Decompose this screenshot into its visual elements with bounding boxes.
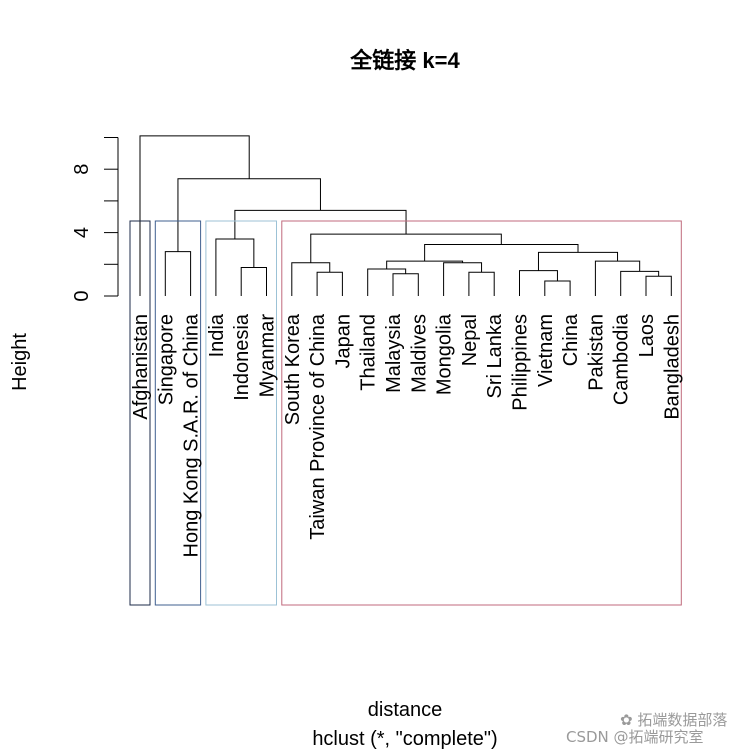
y-tick-label: 4	[71, 227, 93, 238]
y-axis-label: Height	[9, 333, 31, 391]
leaf-label: Philippines	[510, 314, 532, 411]
dendrogram-links	[139, 135, 672, 296]
dendrogram-branch	[367, 268, 407, 296]
cluster-box	[205, 220, 277, 606]
dendrogram-branch	[291, 262, 331, 296]
dendrogram-branch	[645, 275, 672, 296]
cluster-box	[281, 220, 682, 606]
dendrogram-branch	[620, 270, 660, 296]
leaf-labels: Afghanistan Singapore Hong Kong S.A.R. of …	[130, 313, 683, 557]
watermark-text: 拓端数据部落	[637, 711, 728, 729]
leaf-label: Indonesia	[231, 313, 253, 401]
dendrogram-branch	[468, 271, 495, 296]
leaf-label: Japan	[332, 314, 354, 369]
leaf-label: Thailand	[358, 314, 380, 391]
dendrogram-branch	[443, 262, 483, 296]
chart-title: 全链接 k=4	[349, 48, 460, 73]
leaf-label: Singapore	[155, 314, 177, 405]
x-axis-label: distance	[368, 699, 443, 721]
watermark-site: CSDN @拓端研究室	[566, 728, 704, 746]
subtitle: hclust (*, "complete")	[312, 728, 497, 750]
cluster-rectangles	[129, 220, 682, 606]
leaf-label: Afghanistan	[130, 314, 152, 420]
leaf-label: Sri Lanka	[484, 313, 506, 398]
cluster-box	[129, 220, 151, 606]
leaf-label: Hong Kong S.A.R. of China	[181, 313, 203, 557]
dendrogram-branch	[594, 260, 641, 296]
dendrogram-branch	[316, 271, 343, 296]
y-tick-label: 8	[71, 164, 93, 175]
leaf-label: India	[206, 313, 228, 357]
leaf-label: Mongolia	[434, 313, 456, 395]
leaf-label: Vietnam	[535, 314, 557, 387]
leaf-label: Pakistan	[585, 314, 607, 391]
dendrogram-branch	[177, 178, 321, 252]
y-tick-label: 0	[71, 290, 93, 301]
leaf-label: South Korea	[282, 313, 304, 425]
leaf-label: Myanmar	[257, 314, 279, 398]
dendrogram-branch	[424, 243, 579, 262]
y-axis: 0 4 8	[71, 137, 119, 302]
dendrogram-branch	[519, 270, 558, 296]
leaf-label: Nepal	[459, 314, 481, 366]
dendrogram-branch	[240, 266, 267, 296]
dendrogram-branch	[139, 135, 250, 296]
leaf-label: Cambodia	[611, 313, 633, 405]
dendrogram-branch	[537, 251, 619, 271]
leaf-label: Taiwan Province of China	[307, 313, 329, 540]
dendrogram-branch	[310, 233, 502, 263]
dendrogram-branch	[164, 251, 192, 296]
cluster-box	[154, 220, 202, 606]
watermark-name: ✿ 拓端数据部落	[620, 709, 727, 730]
watermark-logo-icon: ✿	[620, 711, 638, 729]
leaf-label: China	[560, 313, 582, 366]
dendrogram-branch	[392, 273, 419, 296]
leaf-label: Maldives	[408, 314, 430, 393]
leaf-label: Malaysia	[383, 313, 405, 393]
dendrogram-branch	[544, 280, 571, 296]
leaf-label: Bangladesh	[661, 314, 683, 420]
leaf-label: Laos	[636, 314, 658, 357]
